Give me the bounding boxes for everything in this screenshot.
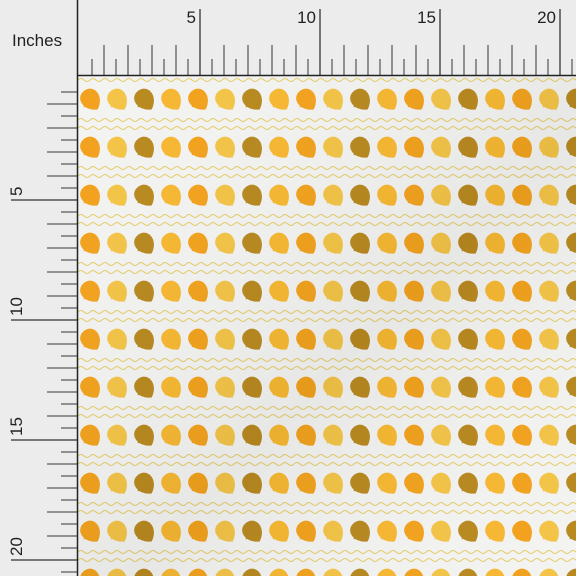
- top-ruler-label: 15: [417, 8, 436, 27]
- left-ruler-label: 20: [7, 537, 26, 556]
- left-ruler: [0, 76, 78, 576]
- fabric-shading: [78, 76, 576, 576]
- top-ruler-label: 20: [537, 8, 556, 27]
- top-ruler-label: 10: [297, 8, 316, 27]
- left-ruler-label: 15: [7, 417, 26, 436]
- unit-label: Inches: [12, 31, 62, 50]
- top-ruler: [0, 0, 576, 76]
- left-ruler-label: 5: [7, 187, 26, 196]
- ruler-ticks: [11, 9, 573, 573]
- top-ruler-label: 5: [187, 8, 196, 27]
- left-ruler-label: 10: [7, 297, 26, 316]
